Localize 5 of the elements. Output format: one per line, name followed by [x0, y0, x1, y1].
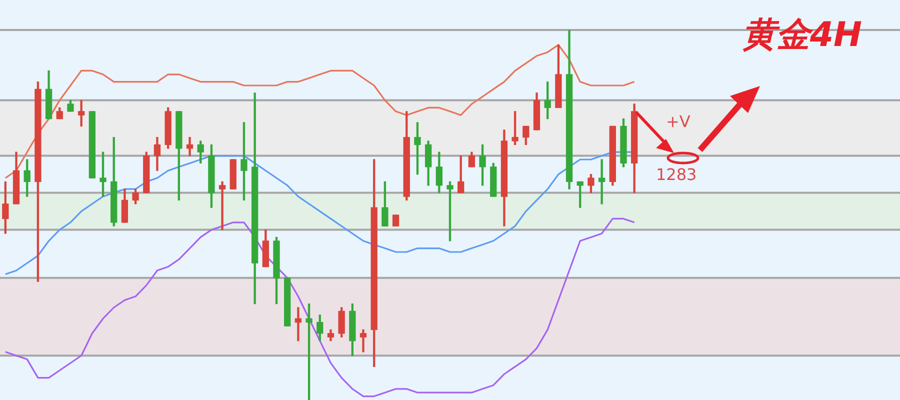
chart-title: 黄金4H — [742, 14, 862, 57]
candlestick — [230, 159, 236, 190]
candlestick — [392, 214, 400, 226]
annotation: 1283 — [656, 165, 697, 184]
annotation: +V — [666, 112, 690, 131]
